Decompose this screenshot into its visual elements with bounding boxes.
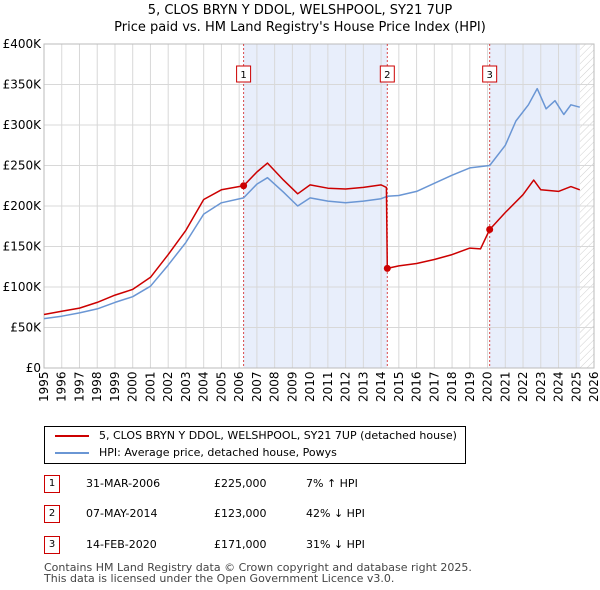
property-price-line <box>43 162 581 316</box>
x-tick-label: 2002 <box>161 371 175 402</box>
transaction-price: £225,000 <box>214 477 267 490</box>
x-tick-label: 2008 <box>268 371 282 402</box>
legend-item-hpi: HPI: Average price, detached house, Powy… <box>55 445 337 461</box>
sale-point <box>486 225 494 233</box>
x-tick-label: 2023 <box>534 371 548 402</box>
sale-point <box>240 182 248 190</box>
x-tick-label: 2012 <box>339 371 353 402</box>
sale-marker-label: 3 <box>486 70 492 81</box>
y-tick-label: £0 <box>26 361 41 375</box>
y-tick-label: £150K <box>3 240 43 254</box>
x-tick-label: 1995 <box>37 371 51 402</box>
sale-marker-box <box>379 65 395 83</box>
y-tick-label: £250K <box>3 159 43 173</box>
chart-subtitle: Price paid vs. HM Land Registry's House … <box>114 20 486 35</box>
x-tick-label: 2025 <box>569 371 583 402</box>
x-tick-label: 2005 <box>214 371 228 402</box>
transaction-price: £123,000 <box>214 507 267 520</box>
transaction-hpi-change: 31% ↓ HPI <box>306 538 365 551</box>
chart-title: 5, CLOS BRYN Y DDOL, WELSHPOOL, SY21 7UP <box>147 3 453 18</box>
x-tick-label: 2017 <box>427 371 441 402</box>
y-tick-label: £50K <box>10 321 42 335</box>
x-tick-label: 2021 <box>498 371 512 402</box>
y-tick-label: £300K <box>3 118 43 132</box>
y-tick-label: £200K <box>3 199 43 213</box>
legend-swatch-blue <box>55 452 89 454</box>
x-tick-label: 1999 <box>108 371 122 402</box>
x-tick-label: 2014 <box>374 371 388 402</box>
sale-marker-box <box>236 65 252 83</box>
hpi-line <box>43 87 580 320</box>
legend-label-property: 5, CLOS BRYN Y DDOL, WELSHPOOL, SY21 7UP… <box>99 429 457 442</box>
sale-marker-label: 1 <box>240 70 246 81</box>
transaction-hpi-change: 42% ↓ HPI <box>306 507 365 520</box>
x-tick-label: 2009 <box>285 371 299 402</box>
sale-marker-label: 2 <box>384 70 390 81</box>
x-tick-label: 2001 <box>143 371 157 402</box>
x-tick-label: 2006 <box>232 371 246 402</box>
y-tick-label: £400K <box>3 37 43 51</box>
transaction-hpi-change: 7% ↑ HPI <box>306 477 358 490</box>
x-tick-label: 2011 <box>321 371 335 402</box>
x-tick-label: 2016 <box>410 371 424 402</box>
x-tick-label: 2015 <box>392 371 406 402</box>
y-tick-label: £100K <box>3 280 43 294</box>
price-chart: £0 £50K £100K £150K £200K £250K £300K £350K £400… <box>3 37 600 402</box>
legend-item-property: 5, CLOS BRYN Y DDOL, WELSHPOOL, SY21 7UP… <box>55 428 457 444</box>
x-tick-label: 2024 <box>552 371 566 402</box>
plot-border <box>43 43 595 369</box>
transaction-date: 14-FEB-2020 <box>86 538 157 551</box>
transaction-badge: 2 <box>44 505 60 523</box>
transaction-badge: 1 <box>44 475 60 493</box>
footer-licence: This data is licensed under the Open Gov… <box>44 572 395 585</box>
x-tick-label: 2019 <box>463 371 477 402</box>
x-tick-label: 2007 <box>250 371 264 402</box>
x-tick-label: 1997 <box>72 371 86 402</box>
x-tick-label: 2022 <box>516 371 530 402</box>
transaction-date: 07-MAY-2014 <box>86 507 158 520</box>
x-tick-label: 2003 <box>179 371 193 402</box>
legend-swatch-red <box>55 435 89 437</box>
x-tick-label: 2004 <box>197 371 211 402</box>
x-tick-label: 2010 <box>303 371 317 402</box>
x-tick-label: 2026 <box>587 371 600 402</box>
x-tick-label: 1996 <box>55 371 69 402</box>
transaction-date: 31-MAR-2006 <box>86 477 161 490</box>
legend-label-hpi: HPI: Average price, detached house, Powy… <box>99 446 337 459</box>
x-tick-label: 2020 <box>481 371 495 402</box>
x-tick-label: 2018 <box>445 371 459 402</box>
x-tick-label: 1998 <box>90 371 104 402</box>
sale-marker-box <box>482 65 498 83</box>
x-tick-label: 2000 <box>126 371 140 402</box>
legend: 5, CLOS BRYN Y DDOL, WELSHPOOL, SY21 7UP… <box>44 426 466 464</box>
transaction-price: £171,000 <box>214 538 267 551</box>
transaction-badge: 3 <box>44 536 60 554</box>
x-tick-label: 2013 <box>356 371 370 402</box>
footer-copyright: Contains HM Land Registry data © Crown c… <box>44 561 472 574</box>
y-tick-label: £350K <box>3 78 43 92</box>
sale-point <box>383 264 391 272</box>
